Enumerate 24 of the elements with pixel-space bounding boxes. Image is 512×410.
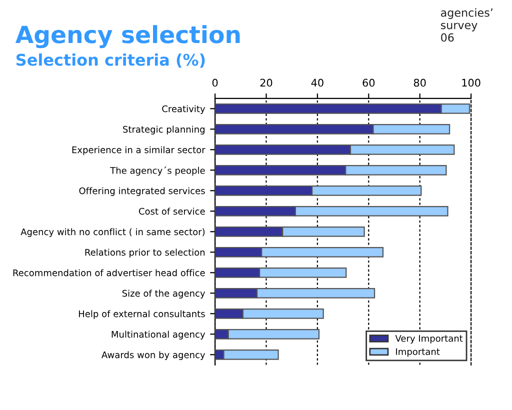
y-tick-label: Awards won by agency xyxy=(102,351,206,360)
legend-label: Important xyxy=(396,348,440,357)
x-tick-label: 40 xyxy=(311,78,324,87)
y-tick-label: Experience in a similar sector xyxy=(72,146,206,155)
text: agencies’ survey 06 xyxy=(440,8,492,42)
x-tick-label: 100 xyxy=(462,78,480,87)
chart-subtitle: Selection criteria (%) xyxy=(16,53,205,68)
legend-label: Very Important xyxy=(395,335,463,344)
y-tick-label: Creativity xyxy=(162,105,206,114)
y-tick-label: Size of the agency xyxy=(122,290,206,298)
y-tick-label: Agency with no conflict ( in same sector) xyxy=(20,228,205,237)
x-tick-label: 80 xyxy=(414,78,426,87)
x-tick-label: 60 xyxy=(362,78,375,87)
y-tick-label: Cost of service xyxy=(138,208,205,215)
chart-title: Agency selection xyxy=(15,25,240,48)
y-tick-label: Recommendation of advertiser head office xyxy=(13,269,205,276)
y-tick-label: Help of external consultants xyxy=(78,310,205,319)
x-tick-label: 20 xyxy=(260,78,272,87)
y-tick-label: Strategic planning xyxy=(123,126,204,134)
x-tick-label: 0 xyxy=(212,78,218,87)
y-tick-label: Offering integrated services xyxy=(79,187,205,196)
y-tick-label: Relations prior to selection xyxy=(85,248,205,258)
y-tick-label: The agency´s people xyxy=(110,166,205,176)
y-tick-label: Multinational agency xyxy=(112,330,206,340)
